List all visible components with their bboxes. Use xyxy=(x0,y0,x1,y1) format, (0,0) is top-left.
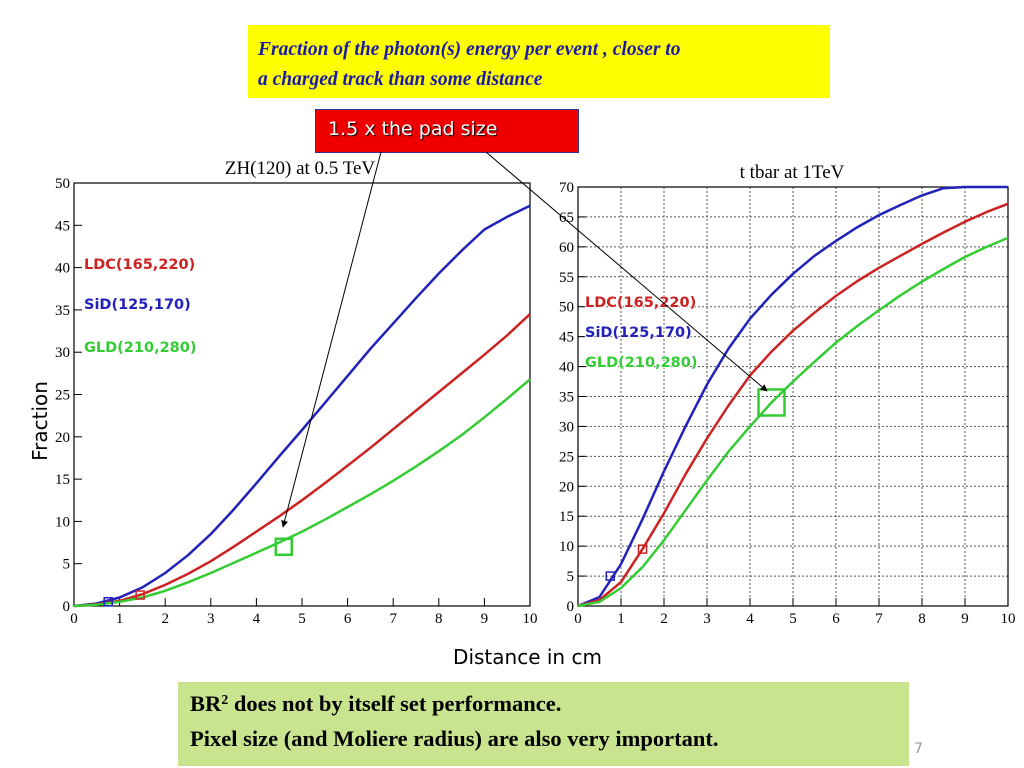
zh-ytick-label: 40 xyxy=(55,261,70,277)
ttbar-ytick-label: 60 xyxy=(559,240,574,256)
zh-legend-sid: SiD(125,170) xyxy=(84,297,191,313)
callout-arrow-left xyxy=(281,151,382,528)
ttbar-xtick-label: 6 xyxy=(832,611,840,627)
br-text: BR xyxy=(190,691,222,716)
ttbar-ytick-label: 65 xyxy=(559,210,574,226)
ttbar-xtick-label: 10 xyxy=(1001,611,1016,627)
ttbar-legend-gld: GLD(210,280) xyxy=(585,355,697,371)
zh-ytick-label: 25 xyxy=(55,388,70,404)
zh-chart-title: ZH(120) at 0.5 TeV xyxy=(225,158,376,179)
ttbar-ytick-label: 70 xyxy=(559,180,574,196)
ttbar-xtick-label: 8 xyxy=(918,611,926,627)
ttbar-ytick-label: 35 xyxy=(559,390,574,406)
header-line-1: Fraction of the photon(s) energy per eve… xyxy=(258,39,681,60)
header-box: Fraction of the photon(s) energy per eve… xyxy=(248,25,830,98)
zh-xtick-label: 6 xyxy=(344,611,352,627)
ttbar-xtick-label: 3 xyxy=(703,611,711,627)
ttbar-marker-gld xyxy=(757,388,786,417)
zh-series-gld xyxy=(73,378,531,608)
zh-xtick-label: 5 xyxy=(298,611,306,627)
zh-xtick-label: 8 xyxy=(435,611,443,627)
page-number: 7 xyxy=(914,741,923,757)
zh-xtick-label: 0 xyxy=(70,611,78,627)
ttbar-ytick-label: 50 xyxy=(559,300,574,316)
ttbar-series-gld xyxy=(577,236,1009,608)
conclusion-line-1: BR2 does not by itself set performance. xyxy=(190,686,909,721)
zh-xtick-label: 3 xyxy=(207,611,215,627)
conclusion-line-2: Pixel size (and Moliere radius) are also… xyxy=(190,726,719,751)
zh-xtick-label: 7 xyxy=(389,611,397,627)
zh-xtick-label: 9 xyxy=(481,611,489,627)
ttbar-ytick-label: 0 xyxy=(567,599,575,615)
callout-arrow-right xyxy=(485,151,768,392)
chart-ttbar: 0 1 2 3 4 5 6 7 8 9 100510152025303540455055606570… xyxy=(559,162,1016,627)
conclusion-box: BR2 does not by itself set performance. … xyxy=(178,682,909,766)
ttbar-xtick-label: 7 xyxy=(875,611,883,627)
zh-ytick-label: 35 xyxy=(55,303,70,319)
ttbar-ytick-label: 45 xyxy=(559,330,574,346)
ttbar-ytick-label: 20 xyxy=(559,479,574,495)
br-superscript: 2 xyxy=(221,693,229,708)
header-line-2: a charged track than some distance xyxy=(258,69,543,90)
ttbar-legend-sid: SiD(125,170) xyxy=(585,325,692,341)
zh-ytick-label: 20 xyxy=(55,430,70,446)
ttbar-ytick-label: 10 xyxy=(559,539,574,555)
ttbar-xtick-label: 9 xyxy=(961,611,969,627)
zh-xtick-label: 10 xyxy=(523,611,538,627)
zh-ytick-label: 15 xyxy=(55,472,70,488)
ttbar-ytick-label: 5 xyxy=(567,569,575,585)
zh-xtick-label: 1 xyxy=(116,611,124,627)
chart-zh120: 0 1 2 3 4 5 6 7 8 9 1005101520253035404550ZH(120) … xyxy=(55,158,538,627)
ttbar-xtick-label: 2 xyxy=(660,611,668,627)
ttbar-xtick-label: 4 xyxy=(746,611,754,627)
zh-ytick-label: 30 xyxy=(55,345,70,361)
ttbar-ytick-label: 25 xyxy=(559,449,574,465)
zh-ytick-label: 50 xyxy=(55,176,70,192)
ttbar-ytick-label: 40 xyxy=(559,360,574,376)
y-axis-title: Fraction xyxy=(28,381,52,461)
ttbar-ytick-label: 30 xyxy=(559,419,574,435)
zh-ytick-label: 10 xyxy=(55,514,70,530)
zh-ytick-label: 0 xyxy=(63,599,71,615)
zh-xtick-label: 4 xyxy=(253,611,261,627)
ttbar-chart-title: t tbar at 1TeV xyxy=(740,162,845,183)
ttbar-marker-ldc xyxy=(637,544,648,554)
zh-series-ldc xyxy=(73,313,531,608)
zh-ytick-label: 5 xyxy=(63,557,71,573)
ttbar-xtick-label: 5 xyxy=(789,611,797,627)
zh-series-sid xyxy=(73,204,531,608)
pad-size-callout: 1.5 x the pad size xyxy=(315,109,579,153)
zh-legend-gld: GLD(210,280) xyxy=(84,340,196,356)
ttbar-series-ldc xyxy=(577,202,1009,608)
ttbar-ytick-label: 15 xyxy=(559,509,574,525)
zh-ytick-label: 45 xyxy=(55,218,70,234)
conclusion-line-1-rest: does not by itself set performance. xyxy=(228,691,562,716)
zh-marker-ldc xyxy=(135,590,145,600)
zh-marker-sid xyxy=(103,597,113,607)
ttbar-xtick-label: 0 xyxy=(574,611,582,627)
zh-marker-gld xyxy=(274,537,294,557)
ttbar-marker-sid xyxy=(605,571,615,581)
ttbar-series-sid xyxy=(577,185,1008,608)
zh-xtick-label: 2 xyxy=(161,611,169,627)
ttbar-ytick-label: 55 xyxy=(559,270,574,286)
ttbar-legend-ldc: LDC(165,220) xyxy=(585,295,696,311)
zh-frame xyxy=(73,182,531,607)
zh-legend-ldc: LDC(165,220) xyxy=(84,257,195,273)
ttbar-xtick-label: 1 xyxy=(617,611,625,627)
x-axis-title: Distance in cm xyxy=(453,645,602,669)
